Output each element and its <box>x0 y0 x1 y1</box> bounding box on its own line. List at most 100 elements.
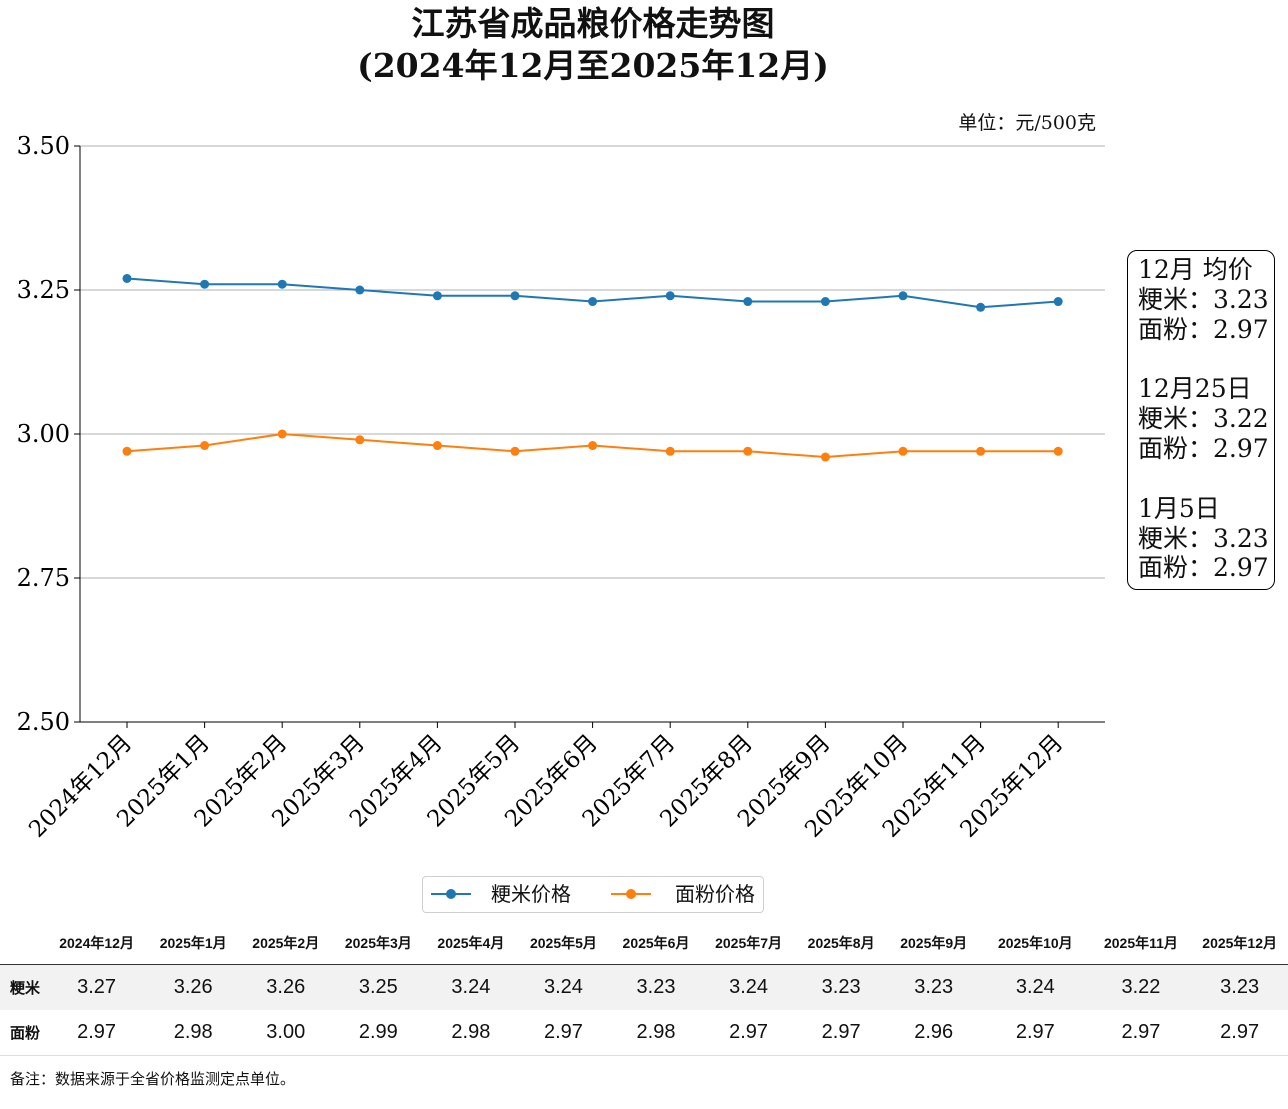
table-row-label: 面粉 <box>0 1010 47 1056</box>
y-tick-label: 3.25 <box>17 276 70 304</box>
data-point <box>122 273 132 283</box>
chart-legend: 粳米价格 面粉价格 <box>422 876 764 913</box>
table-cell: 2.97 <box>517 1010 610 1056</box>
date2-flour: 面粉：2.97 <box>1138 553 1269 583</box>
table-header-cell: 2025年9月 <box>887 922 980 965</box>
date1-flour: 面粉：2.97 <box>1138 433 1269 463</box>
table-header-cell: 2025年6月 <box>609 922 703 965</box>
table-cell: 3.24 <box>979 964 1091 1010</box>
data-point <box>665 291 675 301</box>
data-point <box>355 285 365 295</box>
data-point <box>200 441 210 451</box>
table-cell: 2.99 <box>332 1010 425 1056</box>
table-row: 粳米 3.27 3.26 3.26 3.25 3.24 3.24 3.23 3.… <box>0 964 1288 1010</box>
table-header-cell: 2025年12月 <box>1191 922 1288 965</box>
table-cell: 2.97 <box>979 1010 1091 1056</box>
table-cell: 2.97 <box>702 1010 795 1056</box>
legend-label-flour: 面粉价格 <box>675 882 755 906</box>
table-header-cell: 2025年8月 <box>794 922 888 965</box>
chart-subtitle: (2024年12月至2025年12月) <box>357 46 829 85</box>
table-header-cell: 2025年5月 <box>517 922 610 965</box>
avg-flour: 面粉：2.97 <box>1138 314 1269 344</box>
data-point <box>122 446 132 456</box>
table-cell: 3.00 <box>239 1010 333 1056</box>
data-point <box>820 297 830 307</box>
table-header-row: 2024年12月 2025年1月 2025年2月 2025年3月 2025年4月… <box>0 922 1288 965</box>
data-point <box>976 302 986 312</box>
table-header-cell <box>0 922 47 965</box>
table-cell: 3.23 <box>794 964 888 1010</box>
table-cell: 3.26 <box>239 964 333 1010</box>
avg-title: 12月 均价 <box>1138 255 1253 284</box>
data-point <box>588 441 598 451</box>
legend-item-flour: 面粉价格 <box>611 877 761 912</box>
unit-label: 单位：元/500克 <box>958 112 1096 134</box>
data-point <box>820 452 830 462</box>
table-cell: 3.24 <box>517 964 610 1010</box>
data-point <box>1053 446 1063 456</box>
table-cell: 2.98 <box>146 1010 240 1056</box>
legend-marker-flour <box>626 889 636 899</box>
data-point <box>976 446 986 456</box>
table-cell: 3.25 <box>332 964 425 1010</box>
date2-rice: 粳米：3.23 <box>1138 523 1269 553</box>
data-point <box>1053 297 1063 307</box>
table-cell: 3.26 <box>146 964 240 1010</box>
table-cell: 3.24 <box>702 964 795 1010</box>
date2-title: 1月5日 <box>1138 493 1220 523</box>
table-header-cell: 2025年10月 <box>979 922 1091 965</box>
data-point <box>200 279 210 289</box>
table-cell: 2.96 <box>887 1010 980 1056</box>
price-table: 2024年12月 2025年1月 2025年2月 2025年3月 2025年4月… <box>0 922 1288 1056</box>
data-point <box>432 441 442 451</box>
table-cell: 2.98 <box>609 1010 703 1056</box>
y-tick-label: 2.75 <box>17 564 70 592</box>
legend-marker-rice <box>446 889 456 899</box>
table-cell: 3.24 <box>424 964 518 1010</box>
date1-title: 12月25日 <box>1138 374 1252 404</box>
table-cell: 2.98 <box>424 1010 518 1056</box>
table-header-cell: 2025年4月 <box>424 922 518 965</box>
x-tick-label: 2024年12月 <box>24 730 137 843</box>
table-cell: 3.23 <box>1191 964 1288 1010</box>
table-cell: 3.22 <box>1090 964 1192 1010</box>
table-cell: 2.97 <box>794 1010 888 1056</box>
data-point <box>743 446 753 456</box>
chart-title: 江苏省成品粮价格走势图 <box>411 4 775 43</box>
table-cell: 2.97 <box>1090 1010 1192 1056</box>
table-header-cell: 2025年3月 <box>332 922 425 965</box>
table-row: 面粉 2.97 2.98 3.00 2.99 2.98 2.97 2.98 2.… <box>0 1010 1288 1056</box>
table-cell: 3.23 <box>609 964 703 1010</box>
y-tick-label: 2.50 <box>17 708 70 736</box>
line-chart: 2.502.753.003.253.502024年12月2025年1月2025年… <box>17 132 1105 843</box>
data-point <box>277 279 287 289</box>
data-point <box>355 435 365 445</box>
legend-item-rice: 粳米价格 <box>431 877 591 912</box>
y-tick-label: 3.50 <box>17 132 70 160</box>
footnote: 备注：数据来源于全省价格监测定点单位。 <box>10 1070 296 1088</box>
table-cell: 2.97 <box>46 1010 147 1056</box>
table-cell: 2.97 <box>1191 1010 1288 1056</box>
table-header-cell: 2025年2月 <box>239 922 333 965</box>
table-cell: 3.23 <box>887 964 980 1010</box>
data-point <box>588 297 598 307</box>
data-point <box>898 291 908 301</box>
table-header-cell: 2024年12月 <box>46 922 147 965</box>
table-row-label: 粳米 <box>0 964 47 1010</box>
price-summary-box: 12月 均价 粳米：3.23 面粉：2.97 12月25日 粳米：3.22 面粉… <box>1127 250 1275 590</box>
table-header-cell: 2025年7月 <box>702 922 795 965</box>
data-point <box>510 291 520 301</box>
data-point <box>510 446 520 456</box>
data-point <box>898 446 908 456</box>
legend-label-rice: 粳米价格 <box>491 882 571 906</box>
y-tick-label: 3.00 <box>17 420 70 448</box>
table-cell: 3.27 <box>46 964 147 1010</box>
table-header-cell: 2025年11月 <box>1090 922 1192 965</box>
data-point <box>277 429 287 439</box>
data-point <box>665 446 675 456</box>
avg-rice: 粳米：3.23 <box>1138 284 1269 314</box>
data-point <box>432 291 442 301</box>
data-point <box>743 297 753 307</box>
table-header-cell: 2025年1月 <box>146 922 240 965</box>
date1-rice: 粳米：3.22 <box>1138 404 1269 434</box>
